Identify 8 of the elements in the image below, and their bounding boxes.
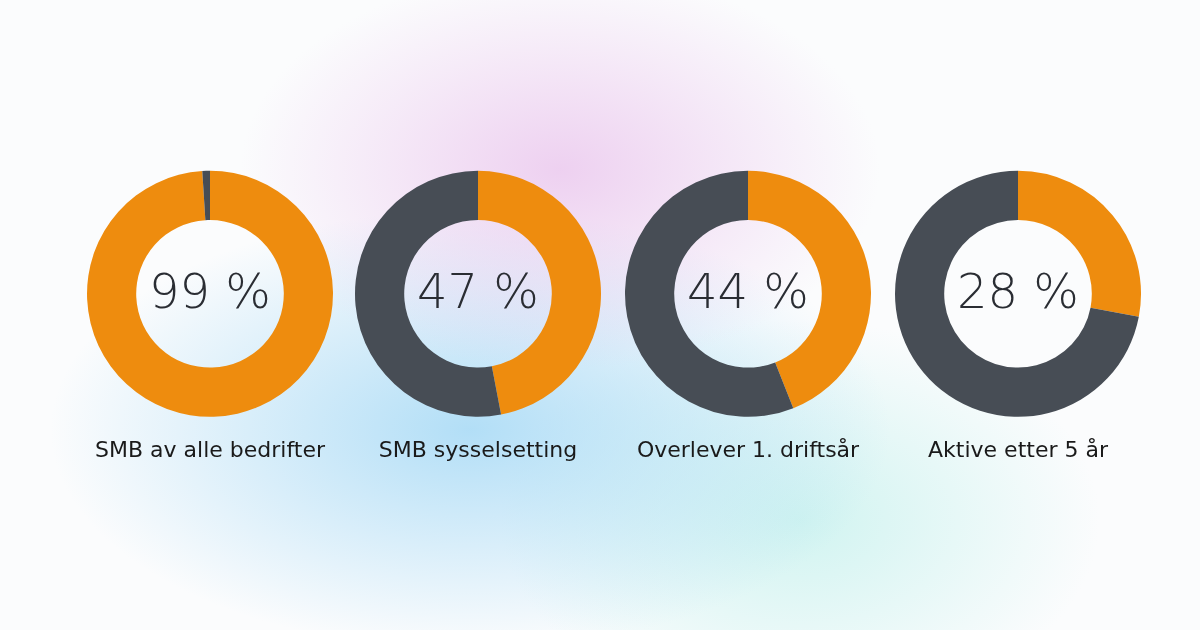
text: SMB sysselsetting xyxy=(378,436,578,462)
data-label: 44 % xyxy=(687,263,809,320)
data-label: 28 % xyxy=(957,263,1079,320)
text: Aktive etter 5 år xyxy=(928,436,1109,462)
text: Overlever 1. driftsår xyxy=(636,436,861,462)
text: SMB av alle bedrifter xyxy=(95,436,326,462)
data-label: 47 % xyxy=(417,263,539,320)
data-label: 99 % xyxy=(149,263,271,320)
